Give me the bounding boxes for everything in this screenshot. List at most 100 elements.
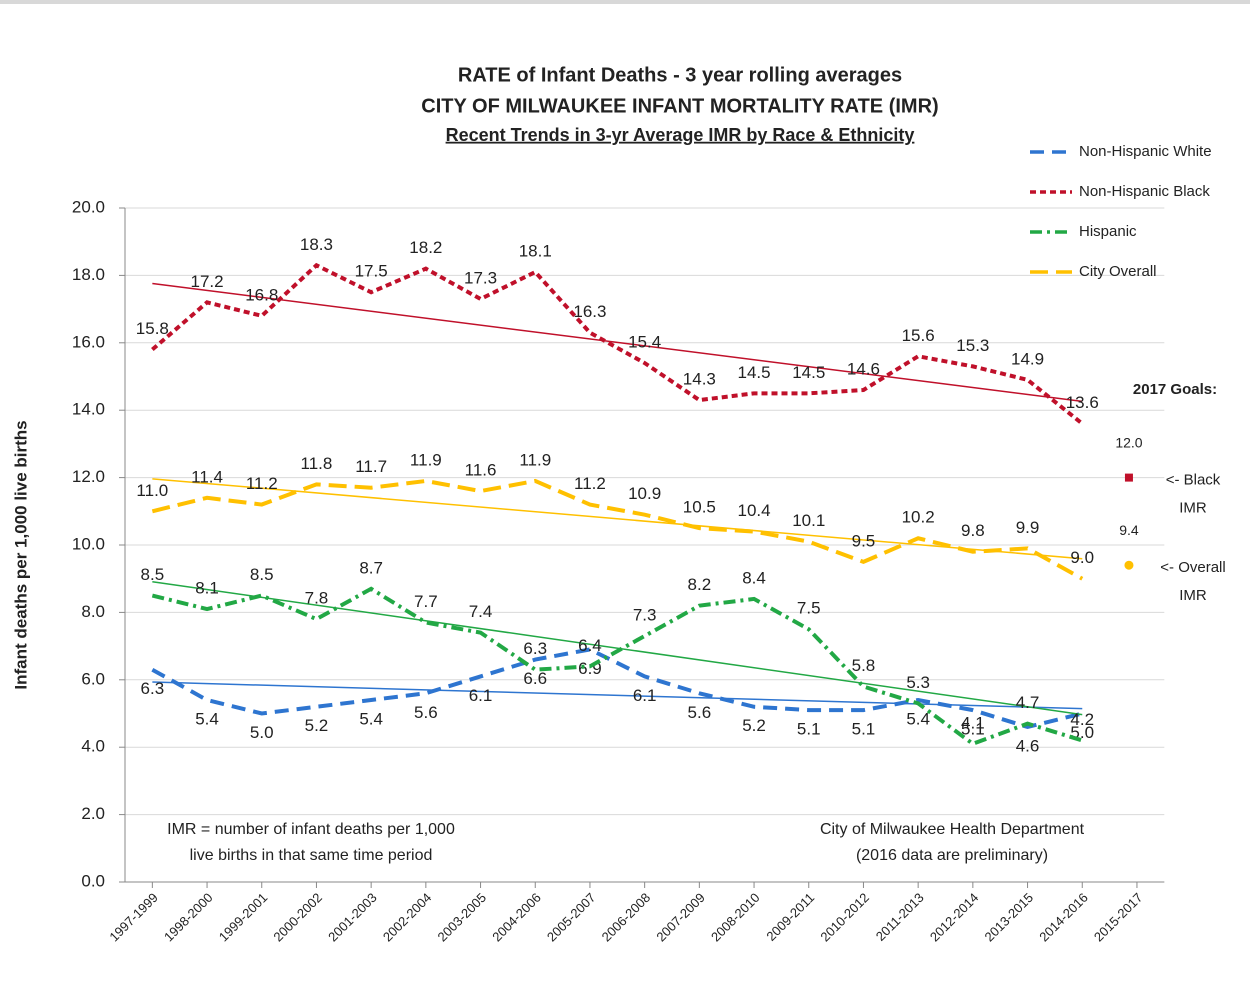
data-label: 8.2: [688, 575, 712, 594]
data-label: 15.3: [956, 336, 989, 355]
data-label: 6.4: [578, 636, 602, 655]
data-label: 11.2: [246, 474, 278, 493]
data-label: 14.5: [792, 363, 825, 382]
data-label: 14.3: [683, 370, 716, 389]
data-label: 13.6: [1066, 393, 1099, 412]
data-label: 15.8: [136, 319, 169, 338]
y-tick-label: 4.0: [81, 737, 105, 756]
data-label: 8.5: [250, 565, 274, 584]
y-tick-label: 16.0: [72, 332, 105, 351]
data-label: 14.6: [847, 359, 880, 378]
data-label: 18.3: [300, 235, 333, 254]
y-tick-label: 12.0: [72, 467, 105, 486]
data-label: 4.6: [1016, 736, 1040, 755]
data-label: 11.6: [465, 461, 497, 480]
x-tick-label: 1999-2001: [216, 890, 271, 945]
legend-label: Non-Hispanic Black: [1079, 183, 1210, 200]
data-label: 8.1: [195, 579, 219, 598]
y-axis-label: Infant deaths per 1,000 live births: [11, 420, 30, 689]
x-tick-label: 2001-2003: [325, 890, 380, 945]
series-line: [151, 478, 1084, 581]
data-label: 11.9: [519, 450, 551, 469]
data-label: 11.2: [574, 474, 606, 493]
data-label: 5.8: [852, 656, 876, 675]
goal-label: IMR: [1179, 500, 1207, 517]
y-tick-label: 0.0: [81, 871, 105, 890]
x-tick-label: 2002-2004: [380, 890, 435, 945]
data-label: 6.1: [469, 686, 493, 705]
annotation: live births in that same time period: [190, 847, 433, 864]
data-label: 16.3: [573, 302, 606, 321]
data-label: 11.9: [410, 450, 442, 469]
data-label: 7.4: [469, 602, 493, 621]
x-tick-label: 2010-2012: [817, 890, 872, 945]
data-label: 9.5: [852, 531, 876, 550]
data-label: 7.7: [414, 592, 438, 611]
trend-line: [152, 580, 1083, 716]
data-label: 4.1: [961, 713, 985, 732]
data-label: 5.1: [852, 720, 876, 739]
x-tick-label: 2009-2011: [763, 890, 817, 944]
data-label: 8.5: [141, 565, 165, 584]
data-label: 5.6: [688, 703, 712, 722]
data-label: 15.6: [902, 326, 935, 345]
data-label: 5.2: [305, 716, 329, 735]
y-tick-label: 6.0: [81, 669, 105, 688]
data-label: 5.1: [797, 720, 821, 739]
y-tick-label: 10.0: [72, 534, 105, 553]
data-label: 9.9: [1016, 518, 1040, 537]
data-label: 11.4: [191, 467, 223, 486]
data-label: 10.4: [738, 501, 771, 520]
chart-subtitle: CITY OF MILWAUKEE INFANT MORTALITY RATE …: [421, 95, 938, 117]
data-label: 18.2: [409, 238, 442, 257]
data-label: 7.8: [305, 589, 329, 608]
data-label: 7.3: [633, 605, 657, 624]
y-tick-label: 20.0: [72, 197, 105, 216]
goal-label: IMR: [1179, 587, 1207, 604]
data-label: 8.4: [742, 568, 766, 587]
x-tick-label: 2005-2007: [544, 890, 599, 945]
annotation: City of Milwaukee Health Department: [820, 821, 1085, 838]
goal-marker: [1124, 560, 1134, 570]
series-line: [151, 262, 1084, 426]
trend-line: [152, 282, 1083, 403]
data-label: 17.3: [464, 268, 497, 287]
data-label: 10.9: [628, 484, 661, 503]
x-tick-label: 2008-2010: [708, 890, 763, 945]
goals-title: 2017 Goals:: [1133, 381, 1217, 398]
data-label: 5.4: [906, 710, 930, 729]
chart-title: RATE of Infant Deaths - 3 year rolling a…: [458, 64, 902, 86]
legend-label: Hispanic: [1079, 223, 1137, 240]
goal-marker: [1124, 473, 1133, 482]
x-tick-label: 2012-2014: [927, 890, 982, 945]
data-label: 17.5: [355, 262, 388, 281]
x-tick-label: 2000-2002: [270, 890, 325, 945]
data-label: 11.8: [301, 454, 333, 473]
annotation: IMR = number of infant deaths per 1,000: [167, 821, 455, 838]
legend-label: City Overall: [1079, 263, 1157, 280]
y-tick-label: 14.0: [72, 400, 105, 419]
data-label: 5.2: [742, 716, 766, 735]
goal-label: <- Overall: [1160, 559, 1225, 576]
x-tick-label: 2011-2013: [873, 890, 927, 944]
data-label: 11.7: [355, 457, 387, 476]
x-tick-label: 2004-2006: [489, 890, 544, 945]
x-tick-label: 2015-2017: [1091, 890, 1146, 945]
y-tick-label: 8.0: [81, 602, 105, 621]
legend-label: Non-Hispanic White: [1079, 143, 1212, 160]
data-label: 5.0: [250, 723, 274, 742]
data-label: 14.5: [738, 363, 771, 382]
data-label: 18.1: [519, 242, 552, 261]
y-tick-label: 2.0: [81, 804, 105, 823]
data-label: 5.6: [414, 703, 438, 722]
series-line: [151, 586, 1083, 747]
x-tick-label: 2013-2015: [982, 890, 1037, 945]
x-tick-label: 1997-1999: [106, 890, 161, 945]
x-tick-label: 2014-2016: [1036, 890, 1091, 945]
goal-label: <- Black: [1166, 472, 1221, 489]
data-label: 6.6: [523, 669, 547, 688]
data-label: 9.8: [961, 521, 985, 540]
trend-line: [152, 681, 1083, 710]
data-label: 8.7: [359, 558, 383, 577]
